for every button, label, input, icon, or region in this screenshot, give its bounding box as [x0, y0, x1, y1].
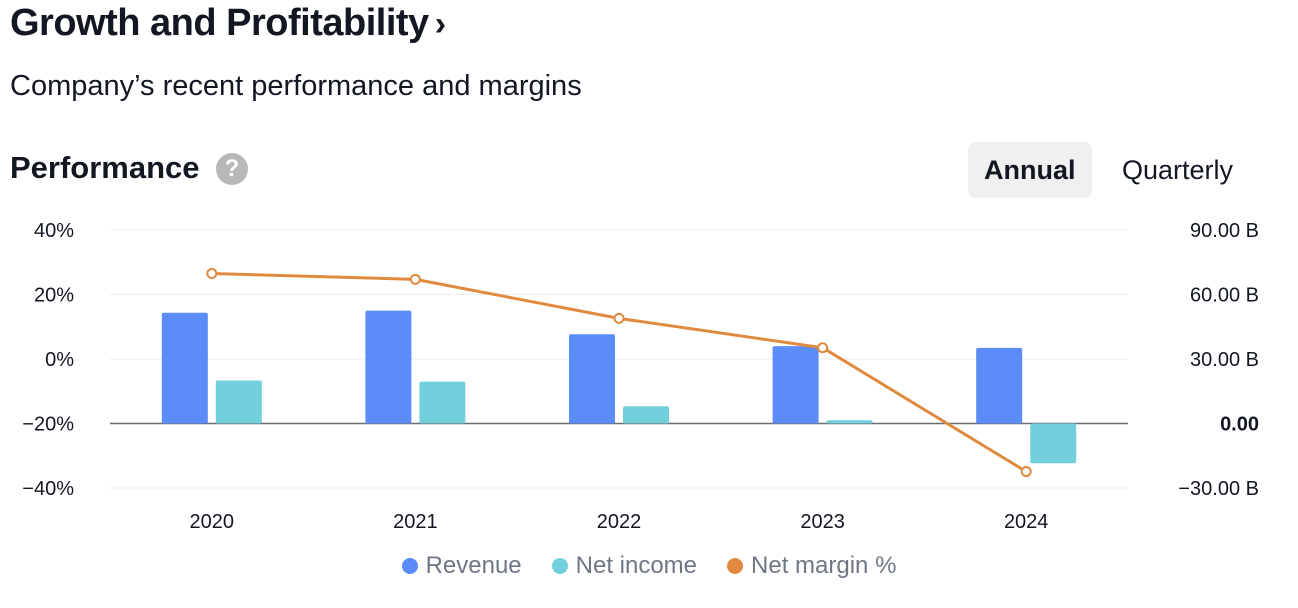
title-text: Growth and Profitability	[10, 2, 429, 44]
x-tick-label: 2021	[393, 511, 438, 533]
legend-item-revenue[interactable]: Revenue	[401, 552, 522, 580]
net-income-bar	[826, 420, 873, 424]
performance-title: Performance	[10, 150, 200, 185]
net-margin-point	[817, 342, 829, 354]
net-margin-point	[613, 312, 625, 324]
legend-label-net-income: Net income	[575, 552, 698, 579]
right-tick-label: 0.00	[1220, 414, 1259, 436]
x-tick-label: 2023	[800, 511, 845, 533]
chart-legend: Revenue Net income Net margin %	[0, 552, 1298, 580]
left-tick-label: −20%	[22, 414, 74, 436]
right-tick-label: 60.00 B	[1190, 285, 1259, 307]
tab-annual[interactable]: Annual	[968, 142, 1092, 198]
section-title-growth[interactable]: Growth and Profitability ›	[10, 2, 446, 45]
x-tick-label: 2020	[190, 511, 235, 533]
left-tick-label: 40%	[34, 220, 74, 242]
net-margin-line	[211, 272, 1027, 473]
revenue-bar	[569, 334, 615, 424]
net-income-bar	[419, 381, 466, 424]
help-icon[interactable]: ?	[216, 153, 248, 185]
legend-item-net-margin[interactable]: Net margin %	[727, 552, 896, 580]
tab-quarterly[interactable]: Quarterly	[1122, 155, 1234, 185]
x-tick-label: 2022	[597, 511, 642, 533]
revenue-bar	[365, 310, 412, 424]
legend-label-net-margin: Net margin %	[751, 552, 897, 579]
right-tick-label: 30.00 B	[1190, 349, 1259, 371]
performance-chart: 40% 90.00 B 20% 60.00 B 0% 30.00 B −20% 0.00 −40…	[22, 220, 1259, 533]
revenue-bar	[976, 347, 1023, 424]
legend-item-net-income[interactable]: Net income	[551, 552, 698, 580]
left-tick-label: −40%	[22, 478, 74, 500]
revenue-bar	[772, 346, 819, 424]
net-income-bar	[1030, 423, 1077, 464]
revenue-dot-icon	[401, 558, 418, 574]
net-income-bar	[215, 380, 262, 424]
chevron-right-icon: ›	[434, 5, 446, 43]
net-margin-point	[206, 268, 218, 280]
left-tick-label: 20%	[34, 285, 74, 307]
net-margin-dot-icon	[727, 558, 744, 574]
subtitle: Company’s recent performance and margins	[10, 70, 582, 102]
x-tick-label: 2024	[1004, 511, 1049, 533]
net-margin-point	[409, 273, 421, 285]
legend-label-revenue: Revenue	[425, 552, 522, 579]
net-margin-point	[1020, 466, 1032, 478]
net-income-dot-icon	[551, 558, 568, 574]
right-tick-label: −30.00 B	[1178, 478, 1259, 500]
left-tick-label: 0%	[45, 349, 74, 371]
right-tick-label: 90.00 B	[1190, 220, 1259, 242]
revenue-bar	[161, 312, 208, 424]
net-income-bar	[623, 406, 669, 424]
